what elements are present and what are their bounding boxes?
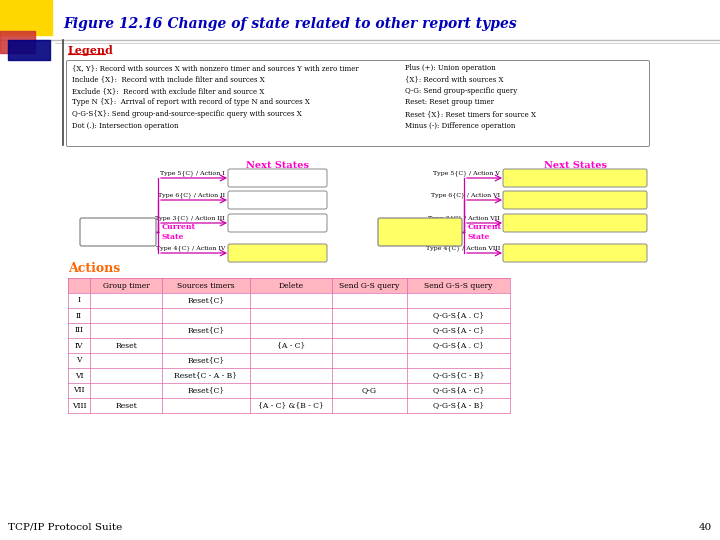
FancyBboxPatch shape	[228, 244, 327, 262]
FancyBboxPatch shape	[80, 218, 156, 246]
FancyBboxPatch shape	[228, 191, 327, 209]
Text: Exclude {A, B}: Exclude {A, B}	[391, 228, 449, 236]
Text: VI: VI	[75, 372, 84, 380]
Text: Next States: Next States	[246, 160, 309, 170]
Text: {X, Y}: Record with sources X with nonzero timer and sources Y with zero timer: {X, Y}: Record with sources X with nonze…	[72, 64, 359, 72]
Text: Send G-S-S query: Send G-S-S query	[424, 281, 492, 289]
Text: {A - C} &{B - C}: {A - C} &{B - C}	[258, 402, 324, 409]
Text: Q-G-S{A . C}: Q-G-S{A . C}	[433, 341, 484, 349]
Text: Next States: Next States	[544, 160, 606, 170]
FancyBboxPatch shape	[66, 60, 649, 146]
FancyBboxPatch shape	[503, 191, 647, 209]
Text: Q-G-S{A - C}: Q-G-S{A - C}	[433, 327, 484, 334]
Bar	[0, 0, 52, 35]
Text: V: V	[76, 356, 82, 365]
Text: Change of state related to other report types: Change of state related to other report …	[148, 17, 517, 31]
Text: Delete: Delete	[279, 281, 304, 289]
Text: Q-G: Q-G	[362, 387, 377, 395]
Text: Q-G: Send group-specific query: Q-G: Send group-specific query	[405, 87, 517, 95]
Text: TCP/IP Protocol Suite: TCP/IP Protocol Suite	[8, 523, 122, 532]
Text: I: I	[78, 296, 81, 305]
Text: Legend: Legend	[68, 44, 114, 56]
Text: Reset{C}: Reset{C}	[187, 356, 225, 365]
FancyBboxPatch shape	[503, 169, 647, 187]
Text: Exclude{(A - C), (C - A)}: Exclude{(A - C), (C - A)}	[234, 249, 321, 257]
Bar	[68, 278, 510, 293]
Text: Current
State: Current State	[162, 224, 196, 241]
Text: Dot (.): Intersection operation: Dot (.): Intersection operation	[72, 122, 179, 130]
Bar	[0, 31, 35, 53]
Text: Exclude {(A + B), (B - C)}: Exclude {(A + B), (B - C)}	[529, 219, 621, 227]
Text: Send G-S query: Send G-S query	[339, 281, 400, 289]
Text: Include {A + C}: Include {A + C}	[248, 174, 307, 182]
Text: Type N {X}:  Arrival of report with record of type N and sources X: Type N {X}: Arrival of report with recor…	[72, 98, 310, 106]
Text: Type 4{C} / Action IV: Type 4{C} / Action IV	[156, 245, 225, 251]
Bar	[8, 40, 50, 60]
FancyBboxPatch shape	[228, 214, 327, 232]
Text: Exclude {(C - B), (B . C)}: Exclude {(C - B), (B . C)}	[531, 249, 619, 257]
Text: Include {A}: Include {A}	[256, 196, 299, 204]
Text: VII: VII	[73, 387, 85, 395]
Text: Type 6{C} / Action II: Type 6{C} / Action II	[158, 192, 225, 198]
Text: Plus (+): Union operation: Plus (+): Union operation	[405, 64, 496, 72]
Text: Exclude {(A + (B - Y)), (Y)}: Exclude {(A + (B - Y)), (Y)}	[526, 196, 624, 204]
Text: {A - C}: {A - C}	[277, 341, 305, 349]
FancyBboxPatch shape	[503, 244, 647, 262]
FancyBboxPatch shape	[378, 218, 462, 246]
Text: Group timer: Group timer	[103, 281, 149, 289]
Text: Current
State: Current State	[468, 224, 502, 241]
Text: Reset: Reset	[115, 341, 137, 349]
Text: II: II	[76, 312, 82, 320]
Text: {X}: Record with sources X: {X}: Record with sources X	[405, 76, 503, 84]
Text: Actions: Actions	[68, 261, 120, 274]
Text: Reset: Reset group timer: Reset: Reset group timer	[405, 98, 494, 106]
Text: Include {A}: Include {A}	[94, 228, 143, 236]
Text: Q-G-S{X}: Send group-and-source-specific query with sources X: Q-G-S{X}: Send group-and-source-specific…	[72, 110, 302, 118]
Text: Figure 12.16: Figure 12.16	[63, 17, 163, 31]
Text: Q-G-S{A . C}: Q-G-S{A . C}	[433, 312, 484, 320]
Text: Type 4{C} / Action VIII: Type 4{C} / Action VIII	[426, 245, 500, 251]
FancyBboxPatch shape	[503, 214, 647, 232]
Text: Reset {X}: Reset timers for source X: Reset {X}: Reset timers for source X	[405, 110, 536, 118]
Text: 40: 40	[698, 523, 712, 532]
Text: Exclude {X}:  Record with exclude filter and source X: Exclude {X}: Record with exclude filter …	[72, 87, 264, 95]
Text: Q-G-S{A - C}: Q-G-S{A - C}	[433, 387, 484, 395]
Text: Type 3{C} / Action III: Type 3{C} / Action III	[156, 215, 225, 221]
Text: Type 5{C} / Action V: Type 5{C} / Action V	[433, 170, 500, 176]
Text: Include {A + C}: Include {A + C}	[248, 219, 307, 227]
Text: Minus (-): Difference operation: Minus (-): Difference operation	[405, 122, 516, 130]
Text: Type 5{C} / Action I: Type 5{C} / Action I	[161, 170, 225, 176]
Text: III: III	[74, 327, 84, 334]
Text: IV: IV	[75, 341, 84, 349]
Text: Include {X}:  Record with include filter and sources X: Include {X}: Record with include filter …	[72, 76, 265, 84]
Text: Sources timers: Sources timers	[177, 281, 235, 289]
Text: Reset: Reset	[115, 402, 137, 409]
Text: Reset{C - A - B}: Reset{C - A - B}	[174, 372, 238, 380]
Text: Type 3{C} / Action VII: Type 3{C} / Action VII	[428, 215, 500, 221]
Text: VIII: VIII	[72, 402, 86, 409]
Text: Reset{C}: Reset{C}	[187, 296, 225, 305]
Text: Q-G-S{A - B}: Q-G-S{A - B}	[433, 402, 484, 409]
Bar	[68, 278, 510, 413]
FancyBboxPatch shape	[228, 169, 327, 187]
Text: Exclude {(A + C), (B - C)}: Exclude {(A + C), (B - C)}	[528, 174, 621, 182]
Text: Reset{C}: Reset{C}	[187, 327, 225, 334]
Text: Reset{C}: Reset{C}	[187, 387, 225, 395]
Text: Q-G-S{C - B}: Q-G-S{C - B}	[433, 372, 484, 380]
Text: Type 6{C} / Action VI: Type 6{C} / Action VI	[431, 192, 500, 198]
